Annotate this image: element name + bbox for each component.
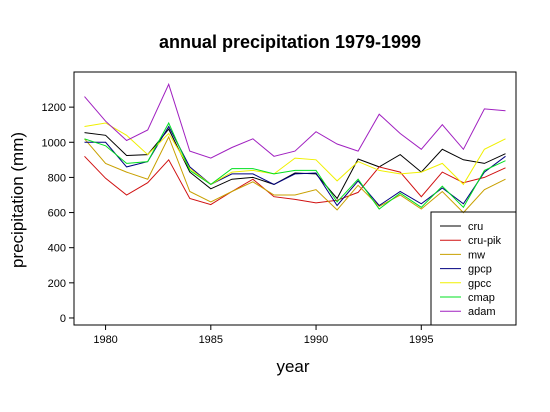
legend-box xyxy=(430,211,517,326)
y-tick-label: 600 xyxy=(48,208,66,220)
y-tick-label: 200 xyxy=(48,278,66,290)
legend-label-adam: adam xyxy=(468,306,496,318)
legend: cru cru-pik mw gpcp gpcc cmap adam xyxy=(430,211,517,326)
y-tick-label: 1200 xyxy=(42,102,66,114)
x-tick-label: 1995 xyxy=(409,334,433,346)
x-tick-label: 1985 xyxy=(199,334,223,346)
series-line-gpcc xyxy=(84,122,506,186)
series-line-cmap xyxy=(84,121,506,210)
legend-label-cru: cru xyxy=(468,221,483,233)
chart-title: annual precipitation 1979-1999 xyxy=(159,32,421,52)
y-tick-label: 400 xyxy=(48,243,66,255)
legend-label-gpcp: gpcp xyxy=(468,264,492,276)
plot-frame xyxy=(73,71,517,326)
y-tick-label: 0 xyxy=(60,313,66,325)
x-axis-title: year xyxy=(276,357,309,376)
series-line-adam xyxy=(84,82,506,159)
series-line-cru xyxy=(84,128,506,200)
y-tick-label: 1000 xyxy=(42,137,66,149)
legend-label-cru-pik: cru-pik xyxy=(468,235,502,247)
x-axis: 1980 1985 1990 1995 xyxy=(93,325,434,346)
series-line-mw xyxy=(84,135,506,214)
y-axis: 0 200 400 600 800 1000 1200 xyxy=(42,102,74,325)
x-tick-label: 1980 xyxy=(93,334,117,346)
series-line-cru-pik xyxy=(84,155,506,206)
legend-label-gpcc: gpcc xyxy=(468,278,492,290)
x-tick-label: 1990 xyxy=(304,334,328,346)
series-lines xyxy=(84,82,506,214)
legend-label-mw: mw xyxy=(468,249,485,261)
legend-label-cmap: cmap xyxy=(468,292,495,304)
y-axis-title: precipitation (mm) xyxy=(8,132,27,268)
series-line-gpcp xyxy=(84,125,506,207)
y-tick-label: 800 xyxy=(48,172,66,184)
